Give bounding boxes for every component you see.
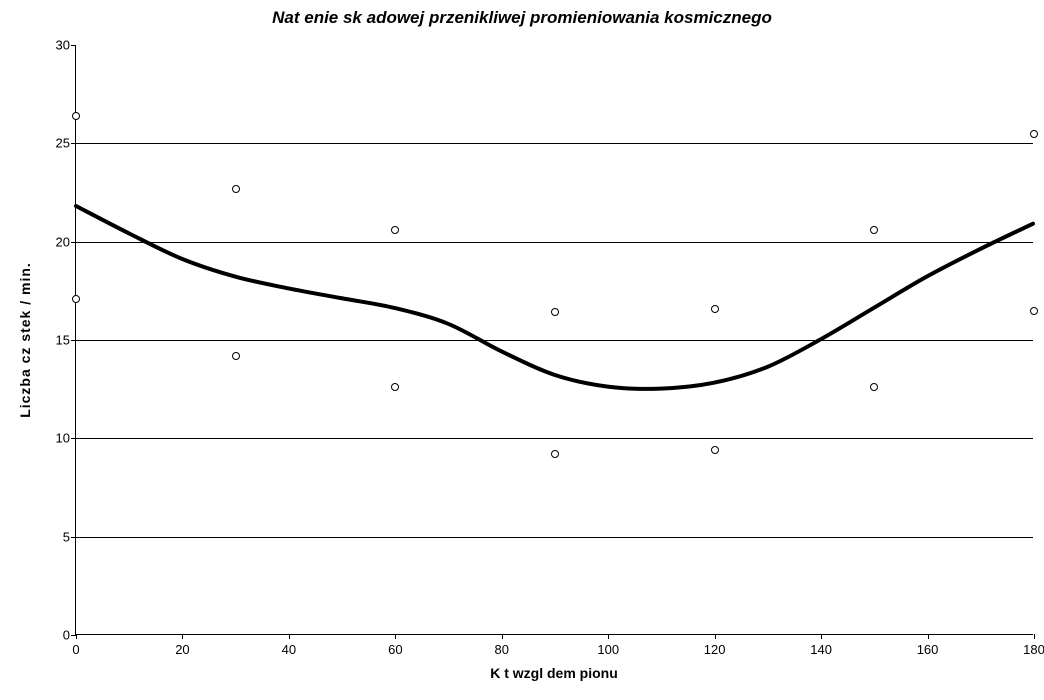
chart-title: Nat enie sk adowej przenikliwej promieni… <box>0 8 1044 28</box>
y-tick-mark <box>71 340 76 341</box>
x-tick-label: 160 <box>917 642 939 657</box>
data-point-marker <box>1030 130 1038 138</box>
y-tick-label: 5 <box>63 529 70 544</box>
y-tick-label: 10 <box>56 431 70 446</box>
x-axis-label: K t wzgl dem pionu <box>75 665 1033 681</box>
data-point-marker <box>711 446 719 454</box>
gridline-horizontal <box>76 438 1033 439</box>
plot-area: 051015202530020406080100120140160180 <box>75 45 1033 635</box>
y-tick-label: 25 <box>56 136 70 151</box>
x-tick-mark <box>76 634 77 639</box>
data-point-marker <box>232 185 240 193</box>
gridline-horizontal <box>76 143 1033 144</box>
x-tick-label: 40 <box>282 642 296 657</box>
x-tick-label: 100 <box>597 642 619 657</box>
x-tick-mark <box>928 634 929 639</box>
x-tick-mark <box>395 634 396 639</box>
gridline-horizontal <box>76 242 1033 243</box>
data-point-marker <box>391 226 399 234</box>
x-tick-mark <box>1034 634 1035 639</box>
fit-curve-path <box>76 206 1033 389</box>
data-point-marker <box>870 383 878 391</box>
y-tick-label: 15 <box>56 333 70 348</box>
data-point-marker <box>870 226 878 234</box>
y-tick-mark <box>71 143 76 144</box>
data-point-marker <box>551 308 559 316</box>
x-tick-label: 20 <box>175 642 189 657</box>
y-tick-mark <box>71 45 76 46</box>
data-point-marker <box>72 112 80 120</box>
data-point-marker <box>232 352 240 360</box>
y-tick-mark <box>71 242 76 243</box>
y-tick-label: 20 <box>56 234 70 249</box>
data-point-marker <box>391 383 399 391</box>
plot-container: 051015202530020406080100120140160180 K t… <box>75 45 1033 635</box>
y-tick-mark <box>71 438 76 439</box>
x-tick-label: 180 <box>1023 642 1044 657</box>
data-point-marker <box>1030 307 1038 315</box>
x-tick-mark <box>608 634 609 639</box>
y-tick-label: 30 <box>56 38 70 53</box>
x-tick-mark <box>289 634 290 639</box>
y-tick-mark <box>71 537 76 538</box>
y-tick-label: 0 <box>63 628 70 643</box>
gridline-horizontal <box>76 340 1033 341</box>
x-tick-label: 140 <box>810 642 832 657</box>
x-tick-label: 120 <box>704 642 726 657</box>
gridline-horizontal <box>76 537 1033 538</box>
x-tick-mark <box>502 634 503 639</box>
y-axis-label: Liczba cz stek / min. <box>17 262 33 418</box>
data-point-marker <box>551 450 559 458</box>
data-point-marker <box>711 305 719 313</box>
x-tick-mark <box>715 634 716 639</box>
x-tick-mark <box>182 634 183 639</box>
x-tick-label: 80 <box>495 642 509 657</box>
data-point-marker <box>72 295 80 303</box>
x-tick-mark <box>821 634 822 639</box>
x-tick-label: 60 <box>388 642 402 657</box>
x-tick-label: 0 <box>72 642 79 657</box>
